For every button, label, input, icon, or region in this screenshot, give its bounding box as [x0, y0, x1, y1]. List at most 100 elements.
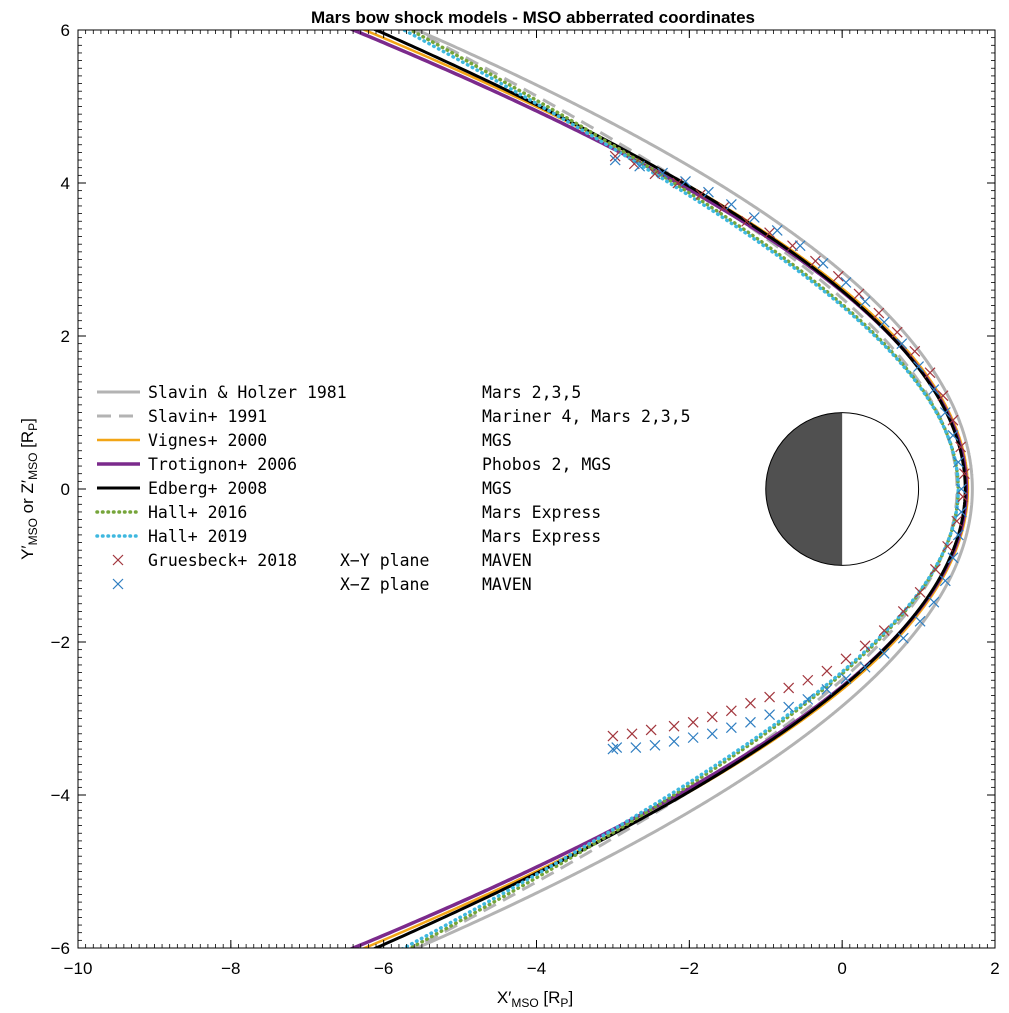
scatter-point	[771, 225, 783, 236]
scatter-point	[687, 716, 699, 728]
scatter-point	[959, 468, 970, 480]
scatter-point	[897, 632, 909, 644]
scatter-point	[745, 697, 756, 709]
legend-marker	[112, 554, 124, 566]
scatter-point	[947, 430, 959, 441]
y-tick-label: 4	[61, 174, 70, 193]
scatter-point	[706, 711, 718, 723]
scatter-point	[821, 665, 833, 677]
maven-markers	[607, 150, 970, 755]
chart-title: Mars bow shock models - MSO abberrated c…	[311, 8, 755, 27]
x-tick-label: −4	[527, 959, 546, 978]
legend-mission: MGS	[482, 479, 512, 498]
scatter-point	[748, 212, 760, 223]
scatter-point	[928, 384, 940, 395]
scatter-point	[955, 483, 967, 495]
scatter-point	[783, 682, 795, 694]
scatter-point	[951, 515, 963, 527]
legend-plane: X−Y plane	[340, 551, 429, 570]
scatter-point	[873, 307, 885, 319]
legend-label: Edberg+ 2008	[148, 479, 267, 498]
legend-mission: Phobos 2, MGS	[482, 455, 611, 474]
y-tick-label: −4	[51, 786, 70, 805]
legend-mission: Mars 2,3,5	[482, 383, 581, 402]
scatter-point	[609, 150, 621, 162]
scatter-point	[929, 563, 941, 575]
scatter-point	[764, 691, 775, 703]
scatter-point	[937, 390, 949, 402]
legend-mission: Mars Express	[482, 527, 601, 546]
scatter-point	[802, 674, 814, 686]
y-tick-label: 6	[61, 21, 70, 40]
legend-label: Hall+ 2016	[148, 503, 247, 522]
scatter-point	[634, 160, 646, 172]
scatter-point	[840, 277, 852, 288]
scatter-point	[764, 709, 775, 721]
scatter-point	[821, 684, 833, 695]
scatter-point	[878, 625, 890, 636]
axis-ticks: −10 −8 −6 −4 −2 0 2 −6 −4 −2 0 2 4 6	[51, 21, 1000, 978]
y-tick-label: 2	[61, 327, 70, 346]
scatter-point	[607, 743, 619, 755]
legend-label: Vignes+ 2000	[148, 431, 267, 450]
scatter-point	[809, 255, 821, 267]
scatter-point	[680, 176, 691, 187]
scatter-point	[897, 605, 909, 617]
scatter-point	[942, 540, 954, 552]
scatter-point	[952, 456, 964, 468]
model-curve	[410, 30, 959, 948]
scatter-point	[840, 653, 852, 665]
scatter-point	[725, 722, 737, 734]
scatter-point	[909, 345, 921, 357]
x-tick-label: 2	[990, 959, 999, 978]
scatter-point	[817, 257, 829, 269]
scatter-point	[764, 227, 775, 239]
scatter-point	[626, 728, 638, 740]
legend-mission: MAVEN	[482, 575, 532, 594]
scatter-point	[832, 270, 844, 282]
scatter-point	[703, 186, 714, 198]
legend-label: Gruesbeck+ 2018	[148, 551, 297, 570]
scatter-point	[607, 730, 619, 742]
scatter-point	[891, 326, 903, 338]
scatter-point	[802, 693, 814, 705]
scatter-point	[859, 640, 871, 652]
planet-dayside	[842, 412, 919, 566]
scatter-point	[914, 586, 926, 598]
scatter-point	[611, 742, 623, 753]
x-tick-label: −2	[680, 959, 699, 978]
scatter-point	[745, 716, 756, 728]
scatter-point	[783, 701, 795, 713]
scatter-point	[741, 215, 753, 227]
legend-plane: X−Z plane	[340, 575, 429, 594]
scatter-point	[859, 661, 871, 673]
scatter-point	[645, 724, 657, 736]
scatter-point	[725, 198, 737, 210]
scatter-point	[878, 316, 890, 328]
scatter-point	[928, 596, 940, 608]
model-curve	[413, 30, 974, 948]
scatter-point	[668, 720, 680, 732]
scatter-point	[896, 338, 908, 350]
scatter-point	[853, 288, 865, 300]
scatter-point	[725, 705, 737, 717]
y-axis-label: Y′MSO or Z′MSO [RP]	[18, 418, 40, 560]
legend-label: Slavin+ 1991	[148, 407, 267, 426]
x-tick-label: 0	[837, 959, 846, 978]
scatter-point	[840, 673, 852, 685]
y-tick-label: −6	[51, 939, 70, 958]
legend-label: Trotignon+ 2006	[148, 455, 297, 474]
y-tick-label: 0	[61, 480, 70, 499]
planet-nightside	[765, 412, 843, 566]
model-curve	[400, 30, 960, 948]
legend: Slavin & Holzer 1981 Mars 2,3,5 Slavin+ 19…	[95, 383, 691, 594]
scatter-point	[859, 296, 871, 307]
scatter-point	[939, 407, 951, 418]
legend-mission: MGS	[482, 431, 512, 450]
y-tick-label: −2	[51, 633, 70, 652]
mars-planet	[765, 412, 920, 566]
x-tick-label: −10	[64, 959, 93, 978]
scatter-point	[952, 529, 964, 541]
legend-marker	[112, 578, 124, 590]
